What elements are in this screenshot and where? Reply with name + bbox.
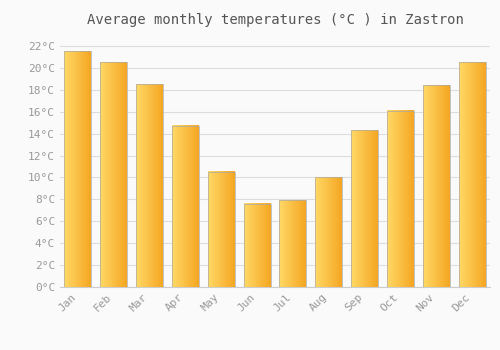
Bar [351,130,378,287]
Bar [316,177,342,287]
Bar [208,172,234,287]
Bar [280,201,306,287]
Bar [100,62,127,287]
Bar [423,85,450,287]
Bar [136,84,163,287]
Bar [172,126,199,287]
Bar [244,204,270,287]
Bar [387,111,414,287]
Bar [64,51,92,287]
Bar [458,62,485,287]
Title: Average monthly temperatures (°C ) in Zastron: Average monthly temperatures (°C ) in Za… [86,13,464,27]
